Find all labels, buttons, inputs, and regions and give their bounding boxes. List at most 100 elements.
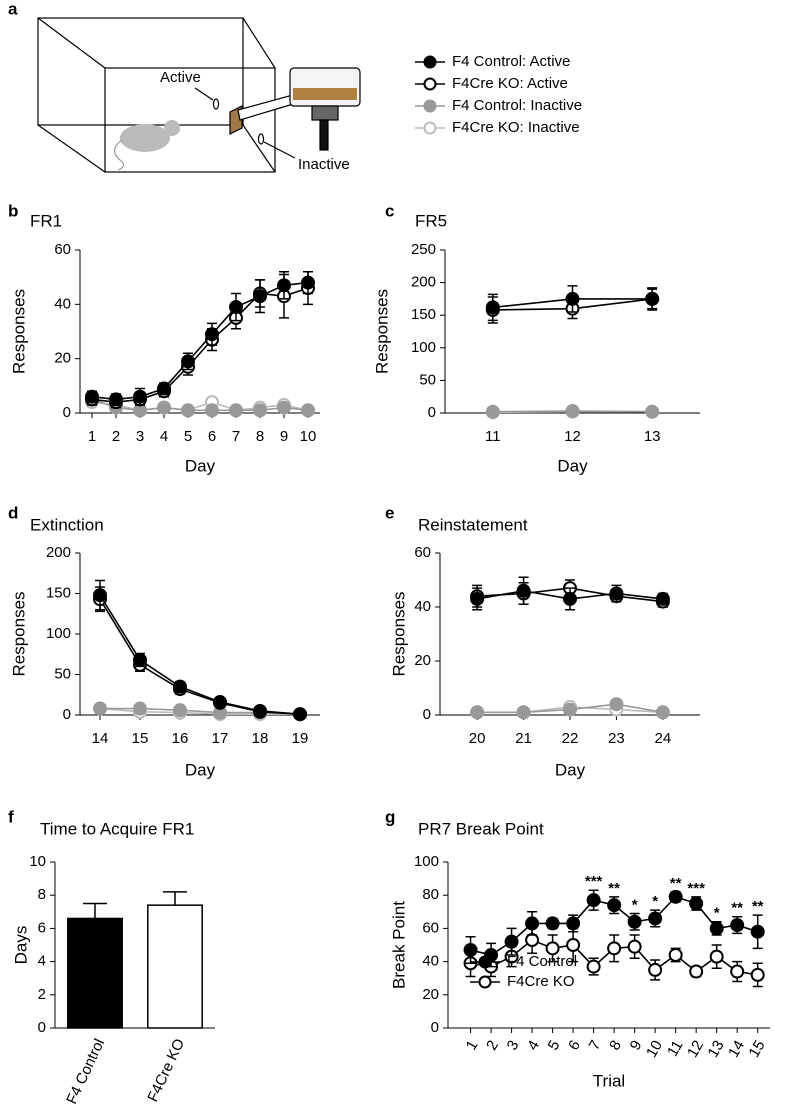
data-point — [293, 707, 307, 722]
data-point — [93, 588, 107, 603]
data-point — [213, 695, 227, 710]
data-point — [181, 403, 195, 418]
data-point — [205, 403, 219, 418]
legend-label: F4 Control: Active — [452, 53, 570, 70]
y-axis-label: Responses — [9, 289, 28, 374]
x-tick-label: 15 — [132, 730, 149, 747]
mouse — [120, 124, 170, 152]
data-point — [485, 404, 500, 419]
y-tick-label: 0 — [38, 1019, 46, 1036]
x-tick-label: 5 — [545, 1037, 564, 1053]
panel-label: g — [385, 807, 395, 826]
inactive-lever — [257, 133, 265, 145]
y-tick-label: 40 — [414, 598, 431, 615]
pellets — [293, 88, 357, 100]
legend-label: F4Cre KO — [507, 973, 575, 990]
data-point — [730, 964, 745, 979]
annotation: *** — [585, 873, 603, 890]
x-tick-label: 23 — [608, 730, 625, 747]
data-point — [229, 403, 243, 418]
data-point — [545, 916, 560, 931]
data-point — [133, 652, 147, 667]
y-axis-label: Break Point — [389, 901, 408, 989]
data-point — [173, 679, 187, 694]
data-point — [609, 697, 624, 712]
data-point — [565, 404, 580, 419]
x-tick-label: 2 — [112, 428, 120, 445]
x-tick-label: 1 — [88, 428, 96, 445]
y-tick-label: 0 — [63, 706, 71, 723]
x-tick-label: 15 — [746, 1037, 769, 1060]
box-front — [37, 17, 244, 126]
data-point — [563, 702, 577, 717]
box-edge — [242, 17, 276, 69]
x-tick-label: 20 — [469, 730, 486, 747]
x-tick-label: 2 — [483, 1037, 502, 1053]
active-lever — [212, 98, 220, 110]
data-point — [750, 967, 765, 982]
y-tick-label: 100 — [414, 853, 439, 870]
x-tick-label: 11 — [664, 1037, 687, 1059]
y-tick-label: 10 — [29, 853, 46, 870]
data-point — [645, 291, 660, 306]
annotation: * — [714, 905, 720, 922]
box-edge — [37, 124, 106, 173]
y-tick-label: 100 — [46, 625, 71, 642]
chart-title: Reinstatement — [418, 515, 528, 534]
data-point — [563, 591, 577, 606]
chart-title: FR1 — [30, 211, 62, 230]
series-line — [99, 598, 301, 715]
annotation: * — [652, 893, 658, 910]
data-point — [205, 327, 219, 342]
data-point — [627, 939, 642, 954]
data-point — [470, 591, 485, 606]
data-point — [566, 938, 581, 952]
data-point — [586, 893, 601, 908]
data-point — [301, 275, 315, 290]
legend-label: F4Cre KO: Active — [452, 75, 568, 92]
bar — [67, 917, 123, 1029]
x-tick-label: 6 — [208, 428, 216, 445]
feeder-post — [319, 119, 329, 151]
y-tick-label: 40 — [54, 295, 71, 312]
y-tick-label: 50 — [419, 371, 436, 388]
x-axis-label: Day — [185, 760, 216, 779]
legend-marker — [423, 55, 437, 69]
box-edge — [242, 124, 276, 173]
y-tick-label: 150 — [46, 584, 71, 601]
panel-label: c — [385, 201, 394, 220]
panel-label: a — [8, 0, 18, 18]
x-axis-label: Day — [555, 760, 586, 779]
legend-label: F4Cre KO: Inactive — [452, 119, 580, 136]
data-point — [173, 703, 187, 718]
data-point — [645, 404, 660, 419]
data-point — [109, 392, 123, 407]
panel-label: f — [8, 807, 14, 826]
y-tick-label: 6 — [38, 919, 46, 936]
data-point — [609, 586, 624, 601]
data-point — [750, 924, 765, 939]
annotation: ** — [608, 880, 620, 897]
data-point — [253, 403, 267, 418]
data-point — [565, 291, 580, 306]
legend-marker — [423, 121, 437, 135]
feeder-motor — [311, 105, 339, 121]
y-axis-label: Responses — [372, 289, 391, 374]
x-tick-label: 6 — [565, 1037, 584, 1053]
x-tick-label: F4 Control — [63, 1036, 108, 1107]
annotation: ** — [752, 898, 764, 915]
data-point — [709, 921, 724, 936]
y-tick-label: 200 — [411, 274, 436, 291]
x-tick-label: 13 — [644, 428, 661, 445]
x-tick-label: 18 — [252, 730, 269, 747]
data-point — [253, 289, 267, 304]
x-tick-label: 4 — [160, 428, 168, 445]
y-tick-label: 60 — [414, 544, 431, 561]
annotation: ** — [670, 875, 682, 892]
x-tick-label: 4 — [524, 1037, 543, 1053]
annotation: * — [632, 896, 638, 913]
y-tick-label: 250 — [411, 241, 436, 258]
box-edge — [37, 17, 106, 69]
legend-label: F4 Control — [507, 953, 577, 970]
